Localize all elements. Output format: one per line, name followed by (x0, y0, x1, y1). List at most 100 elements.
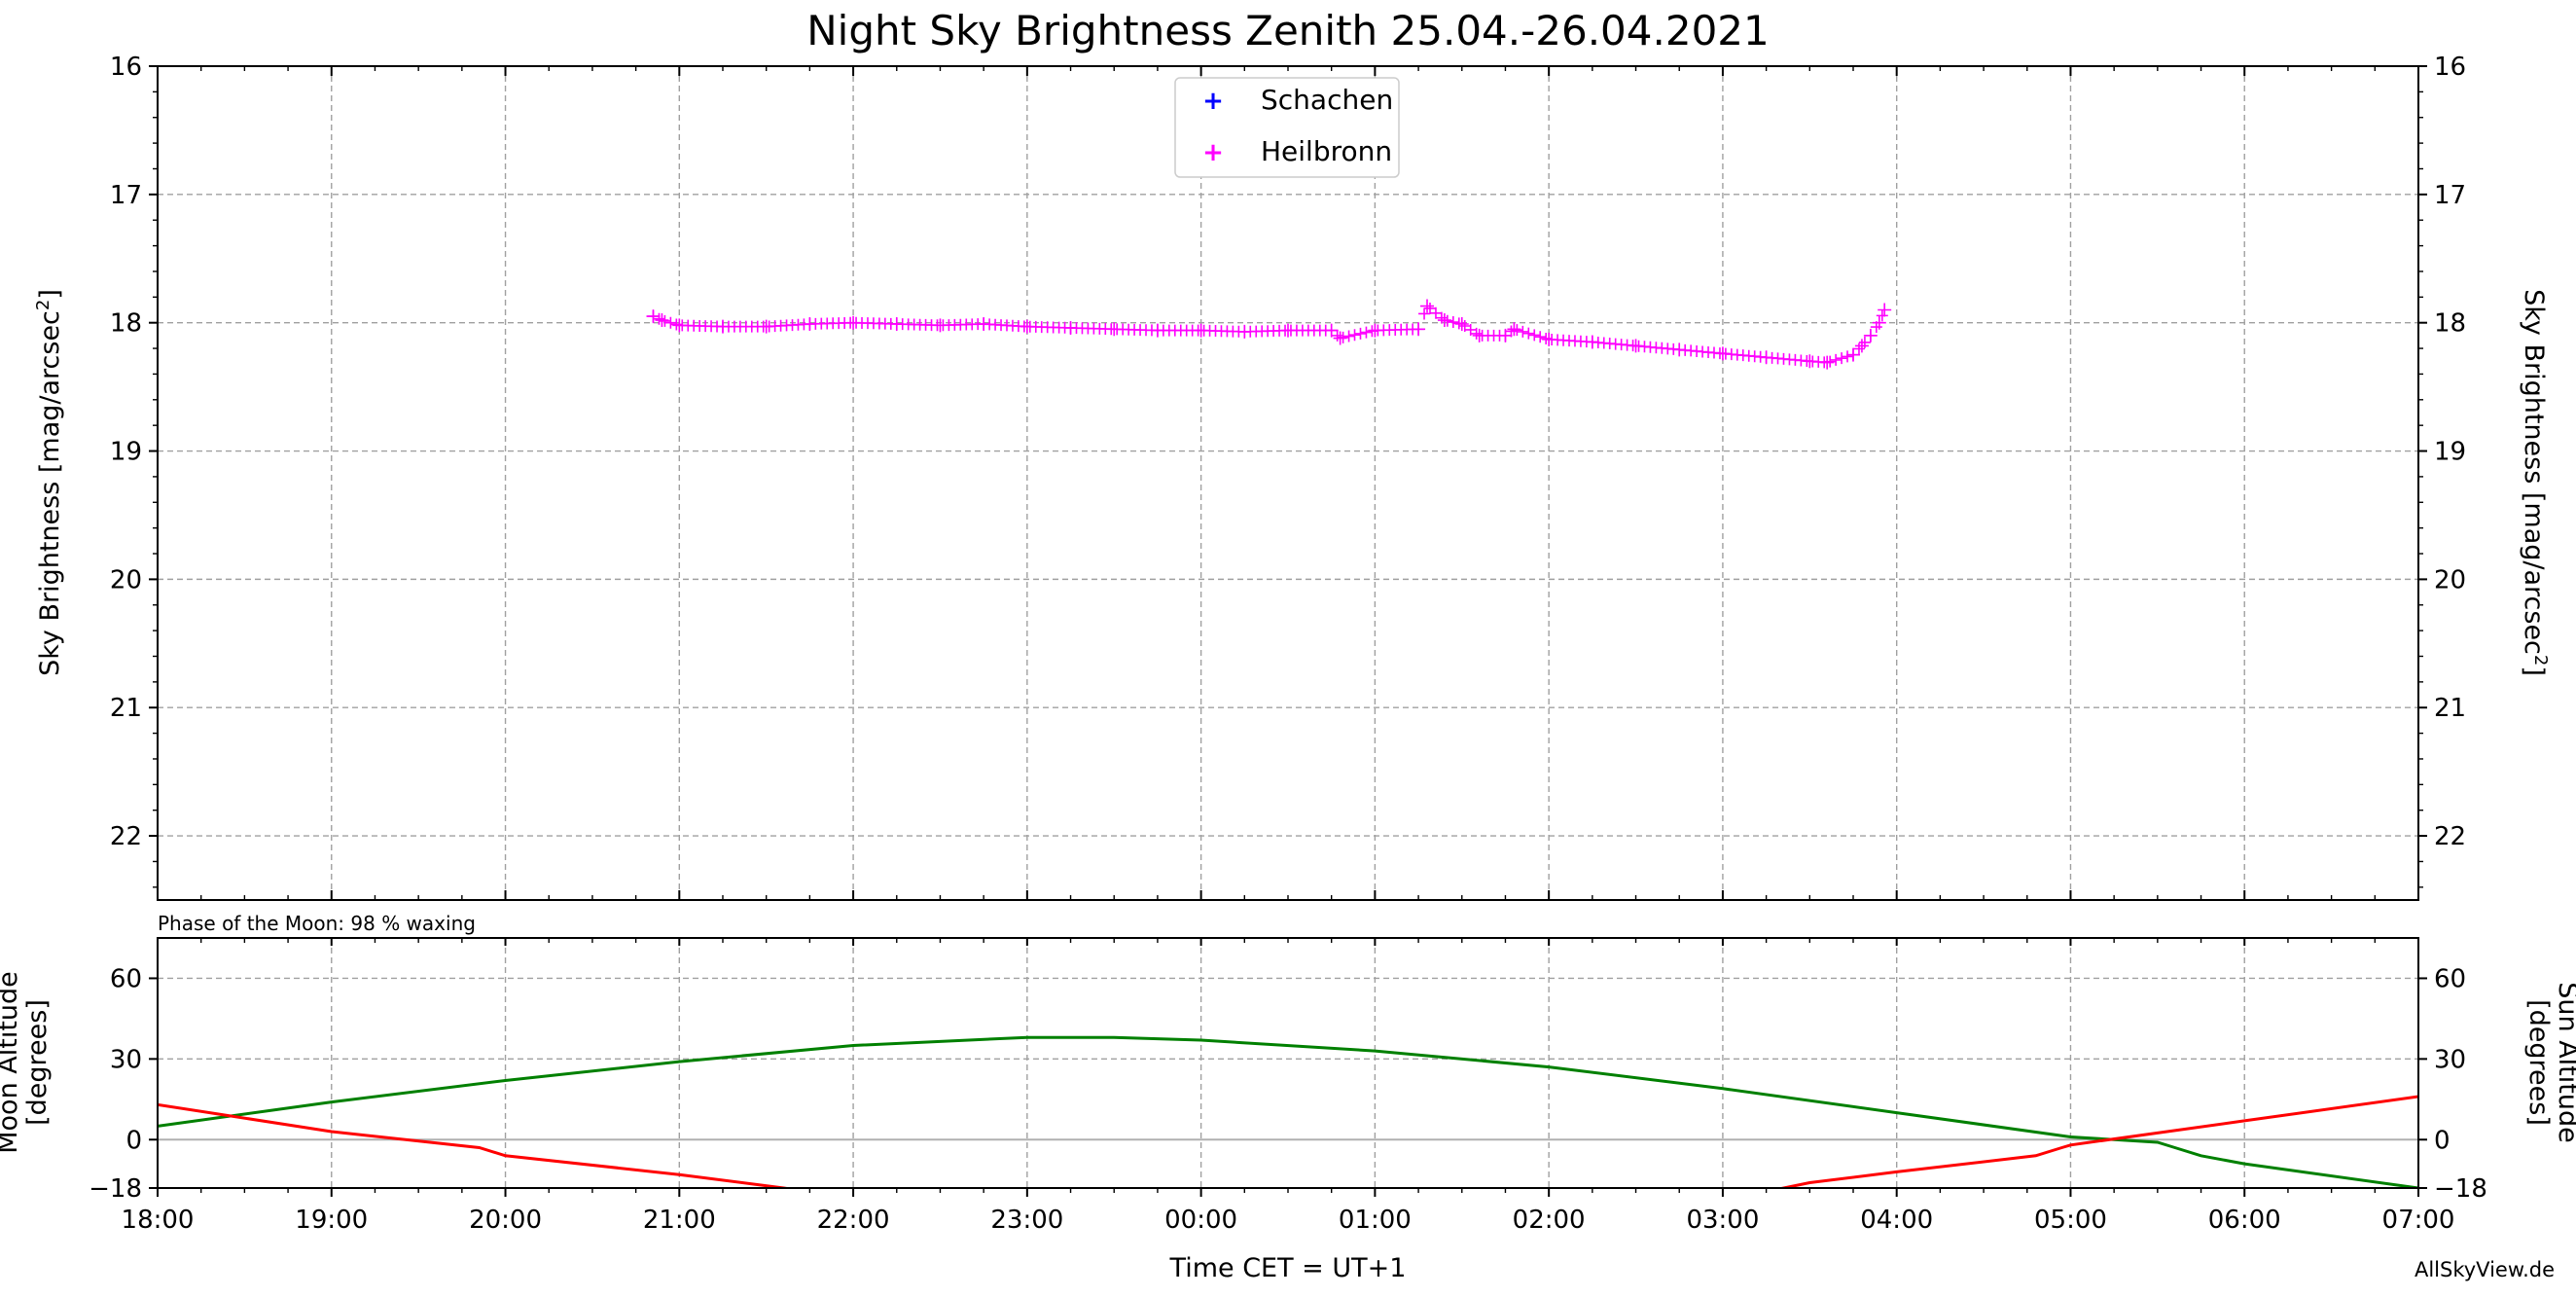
data-point-marker (670, 318, 683, 331)
brightness-y-axis-label-left: Sky Brightness [mag/arcsec2] (33, 289, 66, 676)
data-point (1585, 335, 1599, 349)
sun-altitude-tick-label: 30 (2434, 1045, 2466, 1074)
legend-label-schachen: Schachen (1261, 84, 1393, 116)
data-point (1454, 317, 1469, 332)
altitude-panel: Phase of the Moon: 98 % waxing 18:00 19:0… (0, 912, 2576, 1283)
data-point-marker (1331, 329, 1343, 342)
brightness-y-tick-label-left: 16 (110, 53, 142, 82)
ylabel-left-close: ] (35, 289, 65, 300)
data-point (672, 318, 687, 333)
altitude-x-tick-label: 21:00 (643, 1206, 716, 1235)
data-point (1872, 315, 1886, 330)
data-point (1412, 322, 1426, 337)
chart-legend: + Schachen + Heilbronn (1174, 77, 1400, 178)
data-point-marker (1423, 302, 1436, 314)
ylabel-right-close: ] (2519, 666, 2549, 676)
data-point-marker (1429, 306, 1442, 319)
moon-altitude-axis-label: Moon Altitude[degrees] (0, 971, 53, 1154)
data-point-marker (1360, 326, 1373, 339)
data-point-marker (1511, 324, 1523, 337)
sun-ylabel-line: Sun Altitude (2553, 982, 2576, 1142)
brightness-y-tick-label-left: 18 (110, 309, 142, 339)
data-point-marker (1447, 316, 1459, 329)
data-point (759, 319, 773, 334)
altitude-series-lines (158, 1035, 2418, 1188)
data-point-marker (653, 312, 665, 325)
altitude-x-tick-label: 04:00 (1860, 1206, 1933, 1235)
legend-marker-heilbronn: + (1202, 138, 1224, 167)
altitude-x-tick-label: 23:00 (990, 1206, 1063, 1235)
data-point-marker (664, 316, 677, 329)
data-point (1237, 324, 1252, 339)
moon-altitude-tick-label: 30 (110, 1045, 142, 1074)
sun-altitude-tick-label: 0 (2434, 1126, 2451, 1155)
data-point-marker (659, 314, 671, 327)
legend-box (1174, 77, 1400, 178)
series-heilbronn (646, 299, 1892, 370)
moon-altitude-tick-label: 0 (125, 1126, 142, 1155)
moon-ylabel-line: Moon Altitude (0, 971, 23, 1154)
brightness-y-tick-label-right: 22 (2434, 822, 2466, 851)
altitude-x-tick-label: 01:00 (1339, 1206, 1412, 1235)
altitude-x-tick-label: 03:00 (1686, 1206, 1759, 1235)
data-point-marker (1342, 330, 1355, 342)
data-point-marker (1418, 307, 1431, 320)
altitude-x-tick-label: 05:00 (2034, 1206, 2107, 1235)
data-point (1368, 323, 1382, 338)
data-point-marker (1528, 329, 1541, 342)
data-point (1854, 339, 1869, 353)
brightness-y-tick-label-right: 20 (2434, 565, 2466, 594)
altitude-axis-ticks: 18:00 19:00 20:00 21:00 22:00 23:00 00:00 01:00… (89, 938, 2487, 1235)
ylabel-left-sup: 2 (33, 300, 54, 310)
data-point (1498, 328, 1513, 342)
brightness-y-axis-label-right: Sky Brightness [mag/arcsec2] (2519, 289, 2552, 676)
data-point-marker (1836, 352, 1848, 365)
altitude-x-tick-label: 18:00 (122, 1206, 195, 1235)
data-point (933, 318, 948, 333)
data-point (1846, 347, 1860, 362)
brightness-y-tick-label-right: 17 (2434, 181, 2466, 210)
data-point (716, 319, 730, 334)
brightness-y-tick-label-right: 19 (2434, 438, 2466, 467)
data-point (803, 317, 817, 332)
altitude-plot-frame (157, 937, 2419, 1189)
data-point (1333, 331, 1347, 345)
data-point-marker (1522, 327, 1535, 340)
data-point (1063, 320, 1078, 335)
ylabel-right-main: Sky Brightness [mag/arcsec (2519, 289, 2549, 655)
brightness-y-tick-label-left: 19 (110, 438, 142, 467)
brightness-y-tick-label-left: 21 (110, 694, 142, 723)
data-point (1437, 313, 1451, 328)
data-point-marker (1348, 329, 1361, 342)
data-point (1507, 322, 1521, 337)
data-point (1150, 323, 1164, 338)
brightness-y-tick-label-left: 22 (110, 822, 142, 851)
altitude-grid (158, 938, 2418, 1188)
altitude-x-tick-label: 19:00 (295, 1206, 368, 1235)
data-point (1878, 303, 1892, 317)
ylabel-left-main: Sky Brightness [mag/arcsec (35, 310, 65, 676)
brightness-y-tick-label-right: 16 (2434, 53, 2466, 82)
altitude-x-tick-label: 06:00 (2208, 1206, 2281, 1235)
brightness-axis-ticks: 16 16 17 17 18 18 19 19 20 20 21 21 22 22 (110, 53, 2466, 900)
data-point (1281, 323, 1295, 338)
altitude-x-tick-label: 07:00 (2382, 1206, 2455, 1235)
chart-title: Night Sky Brightness Zenith 25.04.-26.04… (806, 7, 1770, 54)
brightness-plot-frame (157, 65, 2419, 901)
credit-text: AllSkyView.de (2415, 1258, 2555, 1281)
altitude-x-tick-label: 20:00 (469, 1206, 542, 1235)
moon-altitude-tick-label: −18 (89, 1174, 142, 1204)
data-point-marker (1824, 355, 1837, 368)
data-point-marker (1517, 325, 1529, 338)
data-point (1820, 355, 1835, 370)
data-point (1420, 299, 1435, 313)
data-point (1472, 328, 1486, 342)
data-point-marker (1435, 311, 1448, 324)
data-point-marker (1876, 309, 1888, 322)
brightness-series-points (646, 299, 1892, 370)
data-point-marker (1354, 327, 1367, 340)
data-point-marker (1470, 327, 1483, 340)
ylabel-right-sup: 2 (2531, 655, 2552, 666)
data-point (1803, 354, 1817, 369)
